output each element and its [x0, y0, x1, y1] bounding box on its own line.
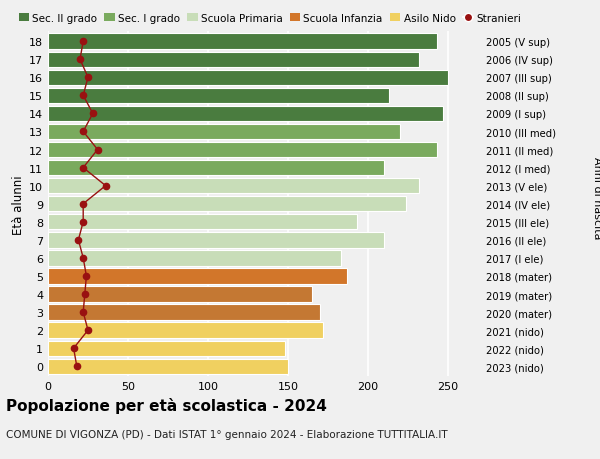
Bar [48, 70, 448, 86]
Y-axis label: Età alunni: Età alunni [12, 174, 25, 234]
Bar [48, 179, 419, 194]
Bar [48, 287, 312, 302]
Bar [48, 106, 443, 122]
Bar [48, 124, 400, 140]
Bar [48, 143, 437, 158]
Bar [48, 251, 341, 266]
Bar [48, 89, 389, 104]
Bar [48, 323, 323, 338]
Bar [48, 233, 384, 248]
Text: COMUNE DI VIGONZA (PD) - Dati ISTAT 1° gennaio 2024 - Elaborazione TUTTITALIA.IT: COMUNE DI VIGONZA (PD) - Dati ISTAT 1° g… [6, 429, 448, 439]
Text: Anni di nascita: Anni di nascita [592, 156, 600, 239]
Bar [48, 341, 285, 356]
Bar [48, 196, 406, 212]
Legend: Sec. II grado, Sec. I grado, Scuola Primaria, Scuola Infanzia, Asilo Nido, Stran: Sec. II grado, Sec. I grado, Scuola Prim… [19, 13, 521, 23]
Bar [48, 161, 384, 176]
Bar [48, 52, 419, 68]
Text: Popolazione per età scolastica - 2024: Popolazione per età scolastica - 2024 [6, 397, 327, 413]
Bar [48, 34, 437, 50]
Bar [48, 359, 288, 374]
Bar [48, 215, 357, 230]
Bar [48, 305, 320, 320]
Bar [48, 269, 347, 284]
